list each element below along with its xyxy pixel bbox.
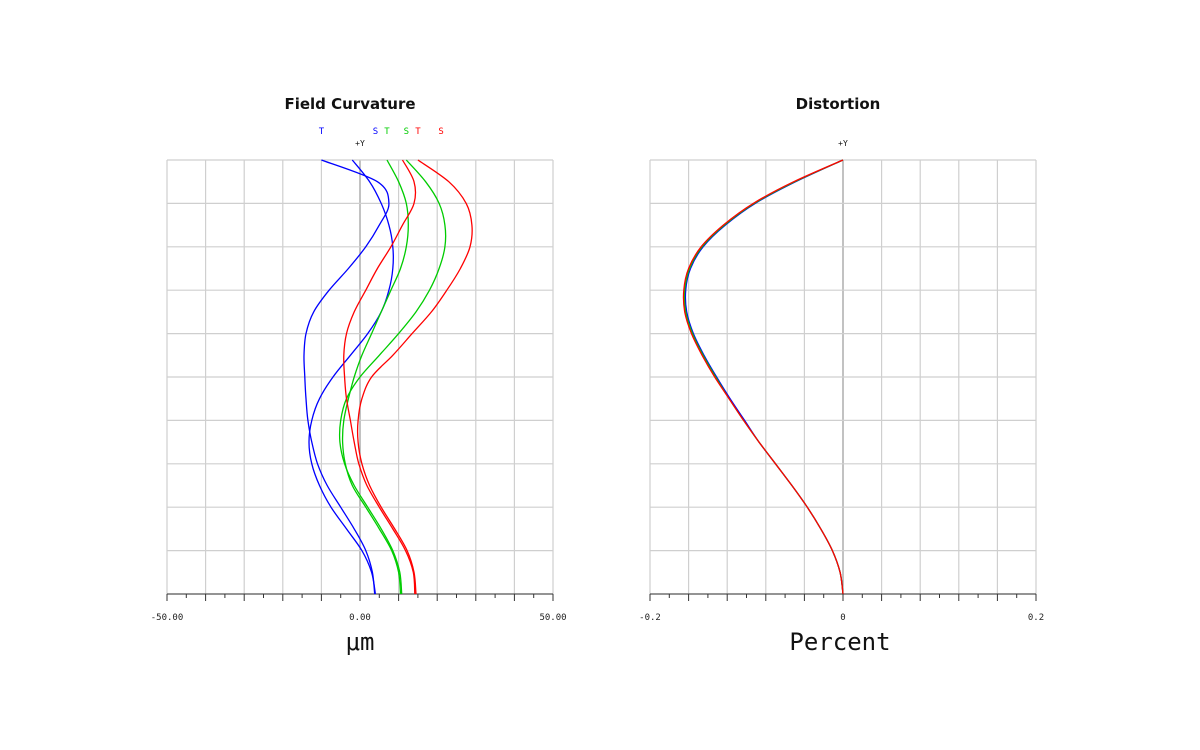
series-line-5 xyxy=(343,159,417,595)
distortion-y-axis-label: +Y xyxy=(838,139,848,148)
field-curvature-xtick-min: -50.00 xyxy=(151,613,184,623)
distortion-xtick-zero: 0 xyxy=(840,613,845,623)
distortion-series xyxy=(682,159,844,595)
field-curvature-unit-label: μm xyxy=(346,628,375,656)
distortion-xtick-min: -0.2 xyxy=(639,613,661,623)
distortion-grid xyxy=(649,159,1037,595)
legend-label-5: S xyxy=(438,127,443,137)
distortion-xtick-max: 0.2 xyxy=(1028,613,1044,623)
series-line-1 xyxy=(308,159,394,595)
series-line-0 xyxy=(303,159,390,595)
series-line-2 xyxy=(682,159,844,595)
field-curvature-x-ticks xyxy=(166,594,554,601)
distortion-title: Distortion xyxy=(796,95,881,113)
distortion-panel: Distortion +Y -0.2 0 0.2 Percent xyxy=(639,95,1044,656)
legend-label-4: T xyxy=(415,127,421,137)
distortion-x-ticks xyxy=(649,594,1037,601)
field-curvature-xtick-zero: 0.00 xyxy=(349,613,371,623)
series-line-4 xyxy=(356,159,473,595)
legend-label-3: S xyxy=(404,127,409,137)
series-line-2 xyxy=(338,159,447,595)
field-curvature-series xyxy=(303,159,473,595)
legend-label-0: T xyxy=(319,127,325,137)
field-curvature-title: Field Curvature xyxy=(284,95,415,113)
field-curvature-y-axis-label: +Y xyxy=(355,139,365,148)
distortion-unit-label: Percent xyxy=(789,628,890,656)
series-line-3 xyxy=(341,159,409,595)
legend-label-2: T xyxy=(384,127,390,137)
field-curvature-xtick-max: 50.00 xyxy=(539,613,566,623)
legend-label-1: S xyxy=(373,127,378,137)
